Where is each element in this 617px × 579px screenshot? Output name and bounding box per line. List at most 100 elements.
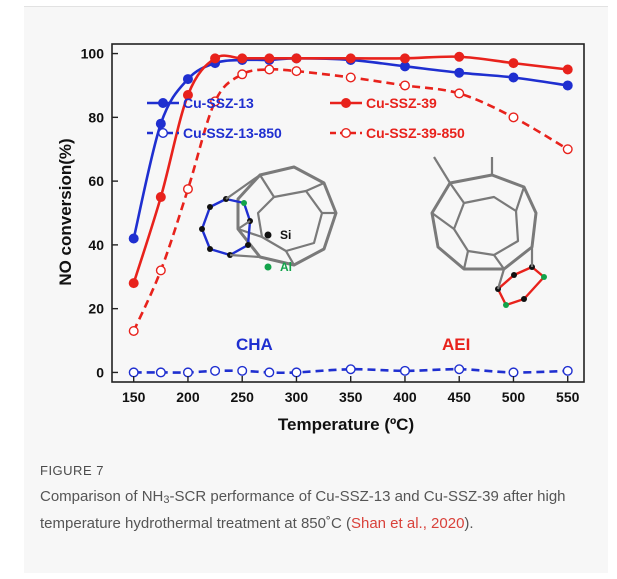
data-point-cu-ssz-13-850 <box>128 367 139 378</box>
data-point-cu-ssz-39 <box>345 53 356 64</box>
data-point-cu-ssz-39 <box>182 90 193 101</box>
cha-cage-bond <box>225 174 261 200</box>
x-tick-label: 200 <box>176 389 200 405</box>
cha-cage-bond <box>229 253 261 259</box>
cha-cage-bond <box>305 181 325 193</box>
cha-si-atom <box>207 246 213 252</box>
legend-marker-cu-ssz-13 <box>157 97 168 108</box>
aei-red-ring <box>496 265 546 307</box>
figure-caption: Comparison of NH3-SCR performance of Cu-… <box>40 485 590 535</box>
x-tick-label: 300 <box>285 389 309 405</box>
cha-cage-outer <box>236 165 338 267</box>
data-point-cu-ssz-13-850 <box>155 367 166 378</box>
data-point-cu-ssz-39 <box>237 53 248 64</box>
cha-cage-bond <box>237 220 251 230</box>
data-point-cu-ssz-39 <box>128 278 139 289</box>
data-point-cu-ssz-39-850 <box>345 72 356 83</box>
x-tick-label: 450 <box>448 389 472 405</box>
x-axis-label: Temperature (ºC) <box>278 415 414 434</box>
x-tick-label: 150 <box>122 389 146 405</box>
data-point-cu-ssz-13-850 <box>210 365 221 376</box>
caption-subscript: 3 <box>163 494 170 506</box>
data-point-cu-ssz-39 <box>291 53 302 64</box>
citation-link[interactable]: Shan et al., 2020 <box>350 515 465 532</box>
data-point-cu-ssz-39-850 <box>562 144 573 155</box>
legend-marker-cu-ssz-39-850 <box>341 127 352 138</box>
aei-cage-bond <box>462 250 470 270</box>
aei-cage-inner <box>452 195 520 257</box>
data-point-cu-ssz-13 <box>562 80 573 91</box>
caption-text: Comparison of NH <box>40 488 164 505</box>
x-tick-label: 350 <box>339 389 363 405</box>
x-tick-label: 400 <box>393 389 417 405</box>
legend-label-cu-ssz-13: Cu-SSZ-13 <box>183 95 254 111</box>
legend-marker-cu-ssz-13-850 <box>157 127 168 138</box>
cha-cage-bond <box>285 250 295 266</box>
data-point-cu-ssz-39-850 <box>237 69 248 80</box>
data-point-cu-ssz-39 <box>155 192 166 203</box>
x-tick-label: 500 <box>502 389 526 405</box>
legend-al-label: Al <box>280 260 292 274</box>
data-point-cu-ssz-13 <box>454 67 465 78</box>
data-point-cu-ssz-13-850 <box>237 365 248 376</box>
aei-si-atom <box>521 296 527 302</box>
data-point-cu-ssz-39 <box>399 53 410 64</box>
aei-al-atom <box>503 302 509 308</box>
aei-cage-bond <box>433 156 451 184</box>
aei-al-atom <box>541 274 547 280</box>
legend: Cu-SSZ-13 Cu-SSZ-39 Cu-SSZ-13-850 Cu-SSZ-39… <box>147 95 465 141</box>
data-point-cu-ssz-13-850 <box>264 367 275 378</box>
legend-marker-cu-ssz-39 <box>341 97 352 108</box>
legend-si-dot <box>264 231 272 239</box>
cha-si-atom <box>207 204 213 210</box>
y-tick-label: 20 <box>88 301 104 317</box>
cha-si-atom <box>245 242 251 248</box>
legend-si-label: Si <box>280 228 291 242</box>
data-point-cu-ssz-13-850 <box>508 367 519 378</box>
cha-cage-inner <box>256 189 324 253</box>
data-point-cu-ssz-13-850 <box>562 365 573 376</box>
data-point-cu-ssz-39-850 <box>291 66 302 77</box>
data-point-cu-ssz-13-850 <box>399 365 410 376</box>
data-point-cu-ssz-39 <box>210 53 221 64</box>
y-tick-label: 100 <box>81 46 105 62</box>
figure-label: FIGURE 7 <box>40 463 104 478</box>
caption-end: ). <box>464 515 474 532</box>
aei-cage-bond <box>431 212 455 230</box>
data-point-cu-ssz-13-850 <box>291 367 302 378</box>
plot-frame <box>111 43 585 383</box>
y-axis-label: NO conversion(%) <box>56 138 75 285</box>
y-tick-label: 40 <box>88 237 104 253</box>
data-point-cu-ssz-39-850 <box>454 88 465 99</box>
data-point-cu-ssz-39 <box>454 51 465 62</box>
aei-si-atom <box>511 272 517 278</box>
data-point-cu-ssz-39-850 <box>182 184 193 195</box>
cage-insets <box>199 156 547 308</box>
data-point-cu-ssz-39-850 <box>210 96 221 107</box>
data-point-cu-ssz-39 <box>562 64 573 75</box>
data-point-cu-ssz-39-850 <box>264 64 275 75</box>
aei-label: AEI <box>442 335 470 354</box>
legend-label-cu-ssz-39-850: Cu-SSZ-39-850 <box>366 125 465 141</box>
data-point-cu-ssz-39-850 <box>128 325 139 336</box>
aei-cage-bond <box>514 186 526 212</box>
cha-si-atom <box>199 226 205 232</box>
legend-al-dot <box>264 263 272 271</box>
data-point-cu-ssz-39-850 <box>508 112 519 123</box>
axes: 150 200 250 300 350 400 450 500 550 0 20 40 60 80 100 <box>81 43 585 405</box>
data-layer <box>128 51 573 378</box>
y-tick-label: 80 <box>88 109 104 125</box>
cha-cage-bond <box>259 174 275 198</box>
aei-cage-outer <box>430 173 538 271</box>
cha-al-atom <box>241 200 247 206</box>
data-point-cu-ssz-13-850 <box>454 364 465 375</box>
data-point-cu-ssz-13-850 <box>182 367 193 378</box>
figure-card: 150 200 250 300 350 400 450 500 550 0 20 40 60 80 100 … <box>24 6 608 573</box>
caption-text-2: -SCR performance of Cu-SSZ-13 and Cu-SSZ… <box>40 488 566 532</box>
data-point-cu-ssz-39-850 <box>399 80 410 91</box>
data-point-cu-ssz-39-850 <box>155 265 166 276</box>
x-tick-label: 250 <box>231 389 255 405</box>
aei-cage-bond <box>493 254 505 270</box>
y-tick-label: 60 <box>88 173 104 189</box>
aei-cage-bond <box>449 182 465 204</box>
